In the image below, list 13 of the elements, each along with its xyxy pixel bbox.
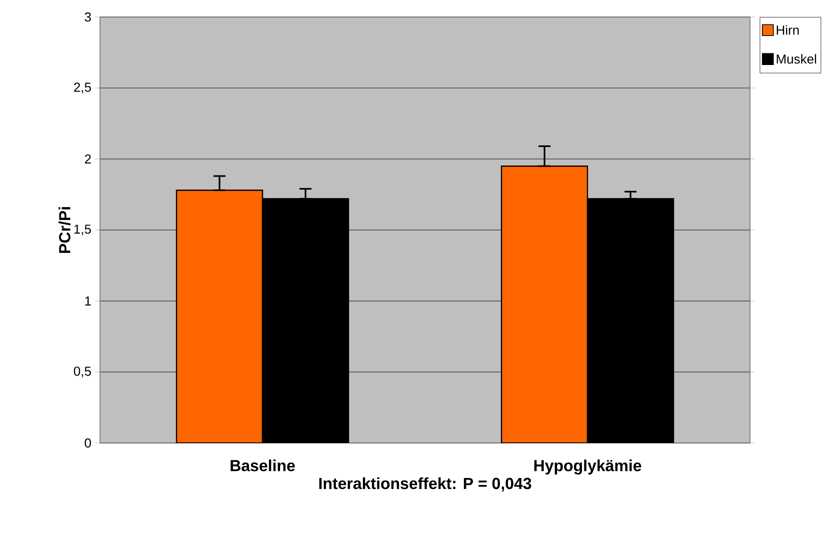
y-tick-label: 3	[84, 12, 91, 22]
x-tick-label: Hypoglykämie	[534, 460, 642, 475]
x-tick-label: Baseline	[230, 460, 295, 472]
y-tick-label: 2,5	[74, 82, 91, 94]
y-axis-title: PCr/Pi	[58, 207, 71, 253]
legend-label: Muskel	[776, 54, 816, 64]
y-tick-label: 0	[84, 438, 91, 448]
y-tick-label: 2	[84, 154, 91, 164]
y-tick-label: 0,5	[74, 366, 91, 378]
y-tick-label: 1	[85, 296, 91, 306]
legend-label: Hirn	[776, 25, 799, 35]
y-tick-label: 1,5	[74, 224, 91, 236]
x-axis-title: Interaktionseffekt: P = 0,043	[319, 477, 532, 492]
